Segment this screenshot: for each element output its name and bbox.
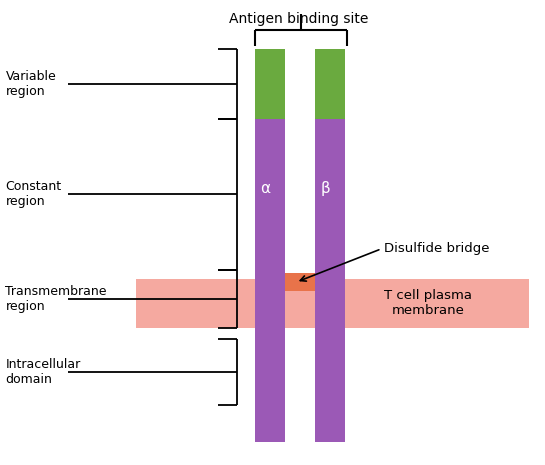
Text: Disulfide bridge: Disulfide bridge: [384, 242, 490, 255]
Text: β: β: [321, 181, 331, 196]
Text: Constant
region: Constant region: [5, 180, 62, 208]
Text: Intracellular
domain: Intracellular domain: [5, 358, 81, 386]
Text: Variable
region: Variable region: [5, 70, 56, 98]
Bar: [315, 119, 345, 442]
Text: Antigen binding site: Antigen binding site: [229, 12, 368, 26]
Text: T cell plasma
membrane: T cell plasma membrane: [384, 289, 472, 317]
Bar: [284, 273, 315, 291]
Text: Transmembrane
region: Transmembrane region: [5, 285, 107, 313]
Bar: [255, 49, 284, 119]
Bar: [136, 279, 529, 328]
Bar: [255, 119, 284, 442]
Bar: [315, 49, 345, 119]
Text: α: α: [261, 181, 270, 196]
